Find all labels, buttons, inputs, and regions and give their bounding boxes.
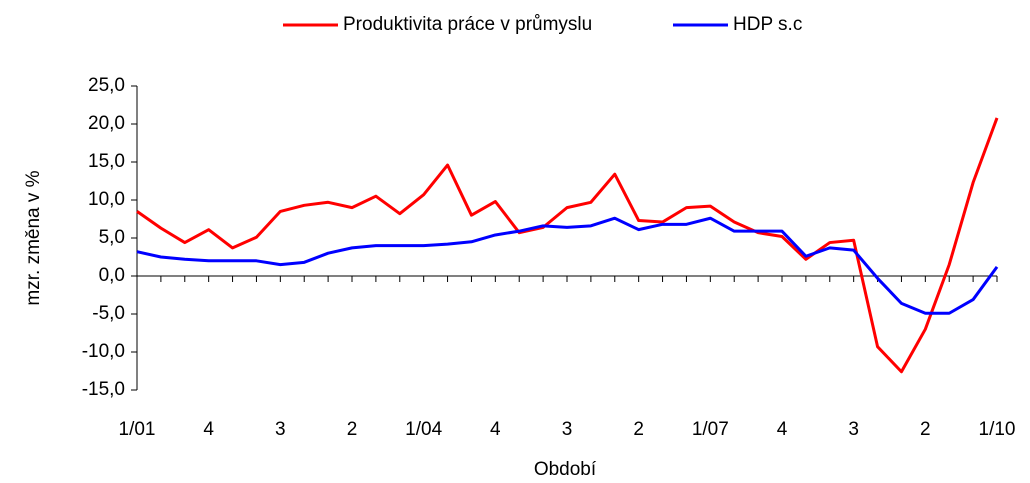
x-tick-label: 4 <box>490 419 501 440</box>
legend-label: Produktivita práce v průmyslu <box>343 14 592 35</box>
series-line <box>136 216 999 315</box>
y-tick-label: 15,0 <box>88 151 125 172</box>
x-tick-label: 3 <box>562 419 573 440</box>
y-tick-label: 0,0 <box>99 265 125 286</box>
y-tick-label: -10,0 <box>82 341 125 362</box>
series-line <box>136 117 999 374</box>
x-tick-label: 1/07 <box>692 419 729 440</box>
y-tick-label: 20,0 <box>88 113 125 134</box>
x-tick-label: 2 <box>633 419 644 440</box>
y-tick-label: -15,0 <box>82 379 125 400</box>
x-tick-label: 4 <box>203 419 214 440</box>
x-tick-label: 1/01 <box>119 419 156 440</box>
x-tick-label: 4 <box>777 419 788 440</box>
x-tick-label: 3 <box>848 419 859 440</box>
x-tick-label: 3 <box>275 419 286 440</box>
y-tick-label: -5,0 <box>92 303 125 324</box>
y-tick-label: 25,0 <box>88 75 125 96</box>
legend-label: HDP s.c <box>733 14 802 35</box>
x-tick-label: 2 <box>920 419 931 440</box>
x-tick-label: 1/10 <box>979 419 1016 440</box>
x-tick-label: 1/04 <box>405 419 442 440</box>
y-tick-label: 5,0 <box>99 227 125 248</box>
x-axis-label: Období <box>534 459 597 480</box>
x-tick-label: 2 <box>347 419 358 440</box>
y-tick-label: 10,0 <box>88 189 125 210</box>
y-axis-label: mzr. změna v % <box>23 170 44 305</box>
